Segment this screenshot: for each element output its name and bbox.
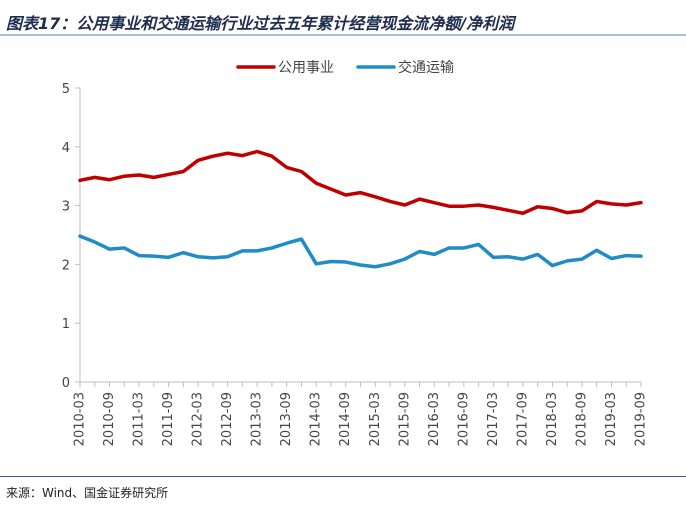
series-lines (78, 149, 643, 269)
y-tick-label: 1 (62, 317, 70, 332)
series-line-2 (78, 234, 643, 269)
x-tick-label: 2014-03 (309, 392, 324, 446)
legend: 公用事业 交通运输 (236, 59, 454, 76)
x-tick-label: 2015-09 (397, 392, 412, 446)
axes: 0 1 2 3 4 5 2010-03 2010-09 2011-03 2011-09 2012-0… (62, 82, 649, 446)
x-tick-label: 2013-09 (279, 392, 294, 446)
x-tick-label: 2010-09 (102, 392, 117, 446)
x-tick-label: 2016-09 (456, 392, 471, 446)
x-tick-label: 2018-09 (574, 392, 589, 446)
series-line-1 (78, 149, 643, 215)
x-tick-label: 2013-03 (250, 392, 265, 446)
title-rule (0, 34, 686, 36)
x-tick-label: 2012-03 (191, 392, 206, 446)
x-tick-label: 2018-03 (545, 392, 560, 446)
y-tick-label: 0 (62, 376, 70, 391)
x-tick-label: 2019-03 (604, 392, 619, 446)
x-tick-label: 2011-03 (132, 392, 147, 446)
x-tick-label: 2017-09 (515, 392, 530, 446)
x-tick-label: 2010-03 (73, 392, 88, 446)
legend-label-1: 公用事业 (278, 60, 334, 76)
x-tick-label: 2011-09 (161, 392, 176, 446)
footer-rule (0, 476, 686, 477)
y-tick-label: 2 (62, 258, 70, 273)
line-chart: 公用事业 交通运输 0 1 2 3 4 5 2010-03 2010-09 2011-03 2011… (62, 59, 649, 446)
y-tick-label: 4 (62, 141, 70, 156)
x-tick-label: 2014-09 (338, 392, 353, 446)
x-tick-label: 2012-09 (220, 392, 235, 446)
chart-title: 图表17：公用事业和交通运输行业过去五年累计经营现金流净额/净利润 (6, 14, 515, 33)
x-tick-label: 2019-09 (634, 392, 649, 446)
legend-label-2: 交通运输 (398, 59, 454, 76)
source-note: 来源：Wind、国金证券研究所 (6, 486, 169, 500)
x-tick-label: 2015-03 (368, 392, 383, 446)
x-tick-label: 2017-03 (486, 392, 501, 446)
x-tick-label: 2016-03 (427, 392, 442, 446)
y-tick-label: 3 (62, 200, 70, 215)
y-tick-label: 5 (62, 82, 70, 97)
